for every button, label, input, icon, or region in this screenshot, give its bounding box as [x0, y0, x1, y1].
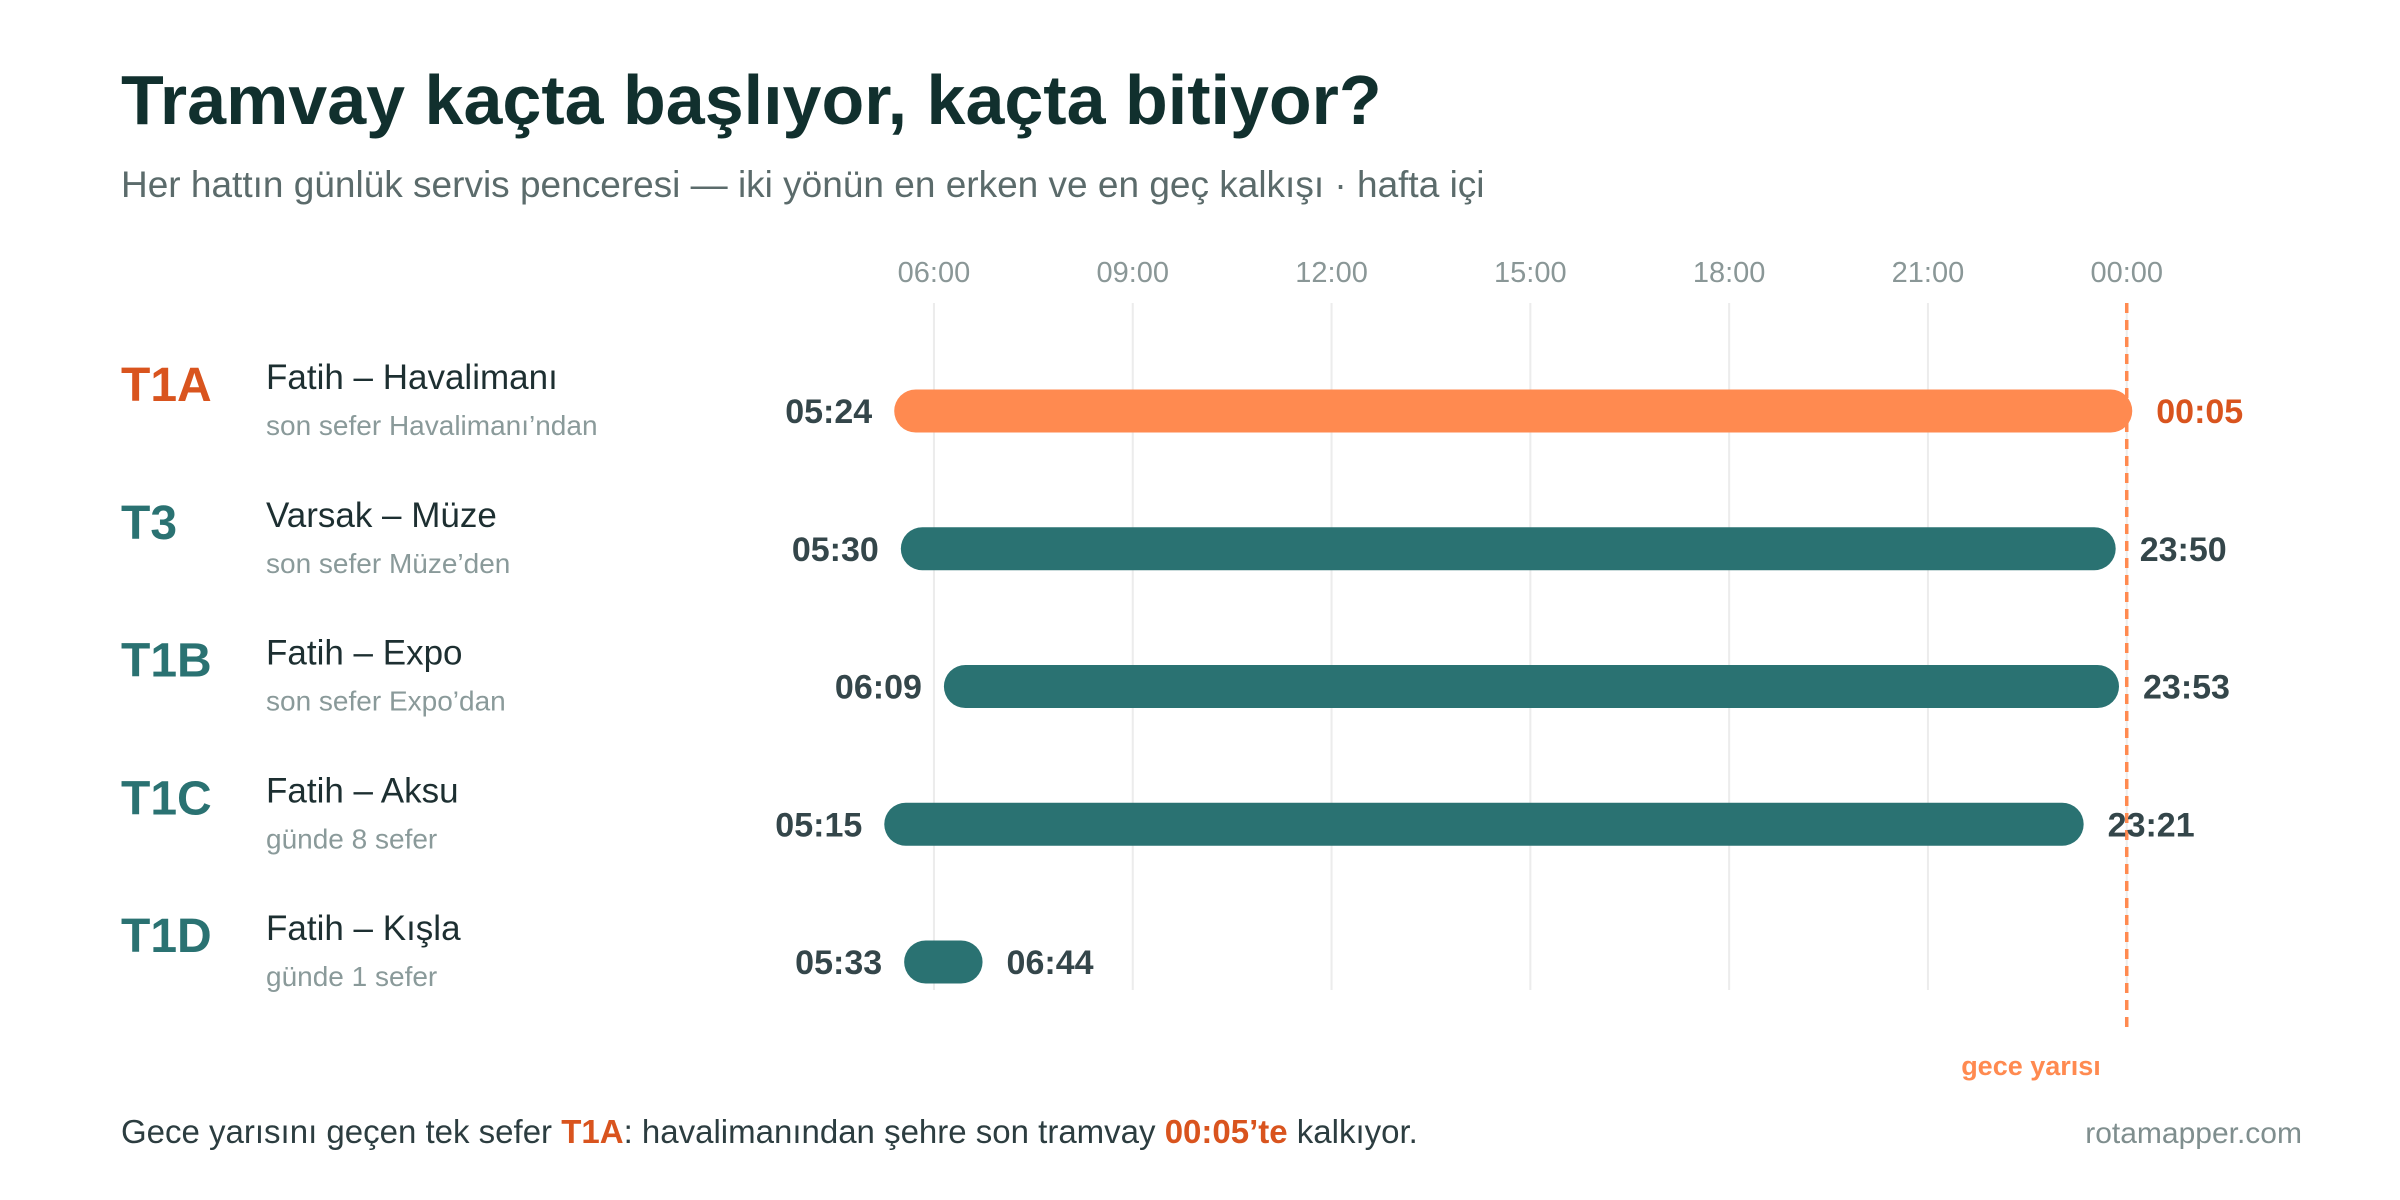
- route-note: günde 8 sefer: [266, 823, 437, 854]
- start-label: 06:09: [835, 669, 922, 707]
- route-name: Fatih – Aksu: [266, 771, 459, 810]
- footnote: Gece yarısını geçen tek sefer T1A: haval…: [121, 1113, 1418, 1150]
- bar: [884, 802, 2084, 846]
- footnote-part: : havalimanından şehre son tramvay: [624, 1113, 1165, 1150]
- route-name: Fatih – Expo: [266, 634, 463, 673]
- x-tick-label: 18:00: [1693, 257, 1766, 289]
- bar: [904, 940, 983, 984]
- source: rotamapper.com: [2085, 1117, 2302, 1150]
- line-code: T1D: [121, 910, 212, 963]
- footnote-part: Gece yarısını geçen tek sefer: [121, 1113, 561, 1150]
- chart-title: Tramvay kaçta başlıyor, kaçta bitiyor?: [121, 61, 1382, 139]
- route-note: son sefer Havalimanı’ndan: [266, 410, 598, 441]
- footnote-part: T1A: [561, 1113, 623, 1150]
- bar: [900, 527, 2116, 571]
- end-label: 06:44: [1007, 944, 1094, 982]
- x-tick-label: 00:00: [2090, 257, 2163, 289]
- x-tick-label: 21:00: [1892, 257, 1965, 289]
- start-label: 05:33: [795, 944, 882, 982]
- end-label: 23:53: [2143, 669, 2230, 707]
- reference-label: gece yarısı: [1961, 1051, 2101, 1081]
- route-note: son sefer Expo’dan: [266, 686, 506, 717]
- footnote-part: kalkıyor.: [1288, 1113, 1418, 1150]
- line-code: T1B: [121, 635, 212, 688]
- footnote-part: 00:05’te: [1165, 1113, 1288, 1150]
- start-label: 05:24: [785, 393, 872, 431]
- start-label: 05:30: [792, 531, 879, 569]
- route-name: Varsak – Müze: [266, 496, 497, 535]
- route-name: Fatih – Havalimanı: [266, 358, 558, 397]
- bar: [943, 665, 2120, 708]
- x-tick-label: 15:00: [1494, 257, 1567, 289]
- route-note: son sefer Müze’den: [266, 548, 510, 579]
- start-label: 05:15: [775, 806, 862, 844]
- line-code: T1A: [121, 359, 212, 412]
- end-label: 23:50: [2140, 531, 2227, 569]
- end-label: 23:21: [2108, 806, 2195, 844]
- route-note: günde 1 sefer: [266, 961, 437, 992]
- bar: [894, 389, 2133, 433]
- x-tick-label: 06:00: [898, 257, 971, 289]
- route-name: Fatih – Kışla: [266, 909, 461, 948]
- line-code: T1C: [121, 772, 212, 825]
- x-tick-label: 12:00: [1295, 257, 1368, 289]
- line-code: T3: [121, 497, 177, 550]
- x-tick-label: 09:00: [1096, 257, 1169, 289]
- chart-subtitle: Her hattın günlük servis penceresi — iki…: [121, 164, 1485, 205]
- end-label: 00:05: [2156, 393, 2243, 431]
